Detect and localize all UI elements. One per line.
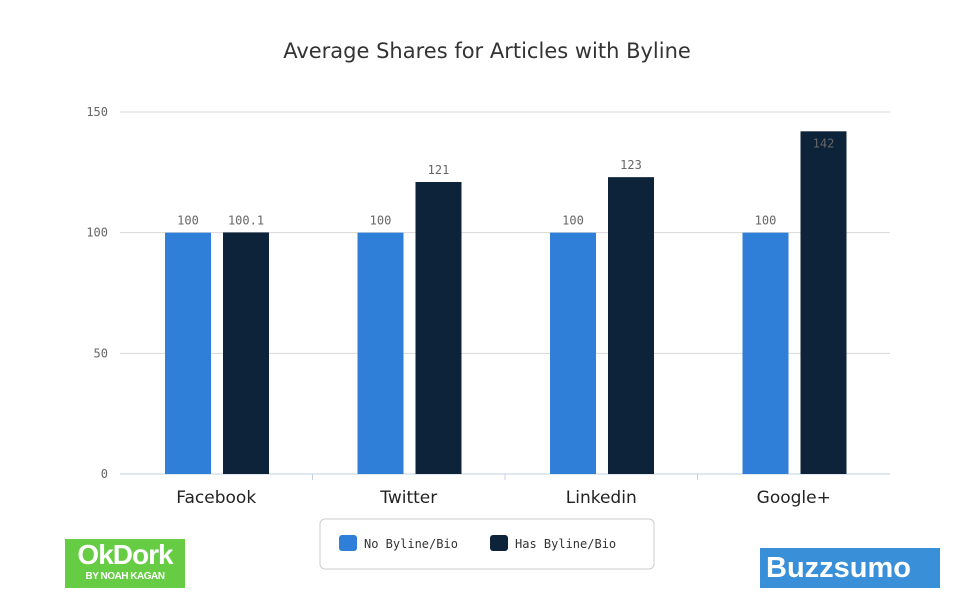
y-tick-label: 150 [86,105,108,119]
buzzsumo-logo: Buzzsumo [760,548,940,588]
x-category-label: Facebook [176,488,256,508]
data-label: 142 [813,136,835,150]
data-label: 100.1 [228,213,264,227]
bar [357,232,404,474]
chart-title: Average Shares for Articles with Byline [283,39,691,63]
legend-box [319,518,655,570]
okdork-logo-subtitle: BY NOAH KAGAN [85,571,165,582]
bar [742,232,789,474]
okdork-logo: OkDork BY NOAH KAGAN [65,539,185,588]
x-category-label: Google+ [757,488,831,508]
x-category-label: Twitter [379,488,437,508]
bar [608,177,654,474]
bar [550,232,596,474]
legend-swatch-no-byline [339,535,357,551]
data-label: 100 [755,214,777,228]
data-label: 123 [620,158,642,172]
data-label: 100 [177,214,199,228]
y-tick-label: 100 [86,226,108,240]
bar [415,181,462,474]
bar [165,232,211,474]
bar [800,131,847,474]
bar [223,232,269,474]
y-tick-label: 0 [101,467,108,481]
legend-label-no-byline[interactable]: No Byline/Bio [364,537,458,551]
legend-swatch-has-byline [490,535,508,551]
okdork-logo-title: OkDork [77,539,173,570]
buzzsumo-logo-title: Buzzsumo [766,552,911,584]
y-tick-label: 50 [94,346,108,360]
data-label: 121 [428,163,450,177]
data-label: 100 [370,214,392,228]
legend: No Byline/Bio Has Byline/Bio [319,518,655,570]
x-category-label: Linkedin [566,488,637,508]
data-label: 100 [562,214,584,228]
legend-label-has-byline[interactable]: Has Byline/Bio [515,537,616,551]
